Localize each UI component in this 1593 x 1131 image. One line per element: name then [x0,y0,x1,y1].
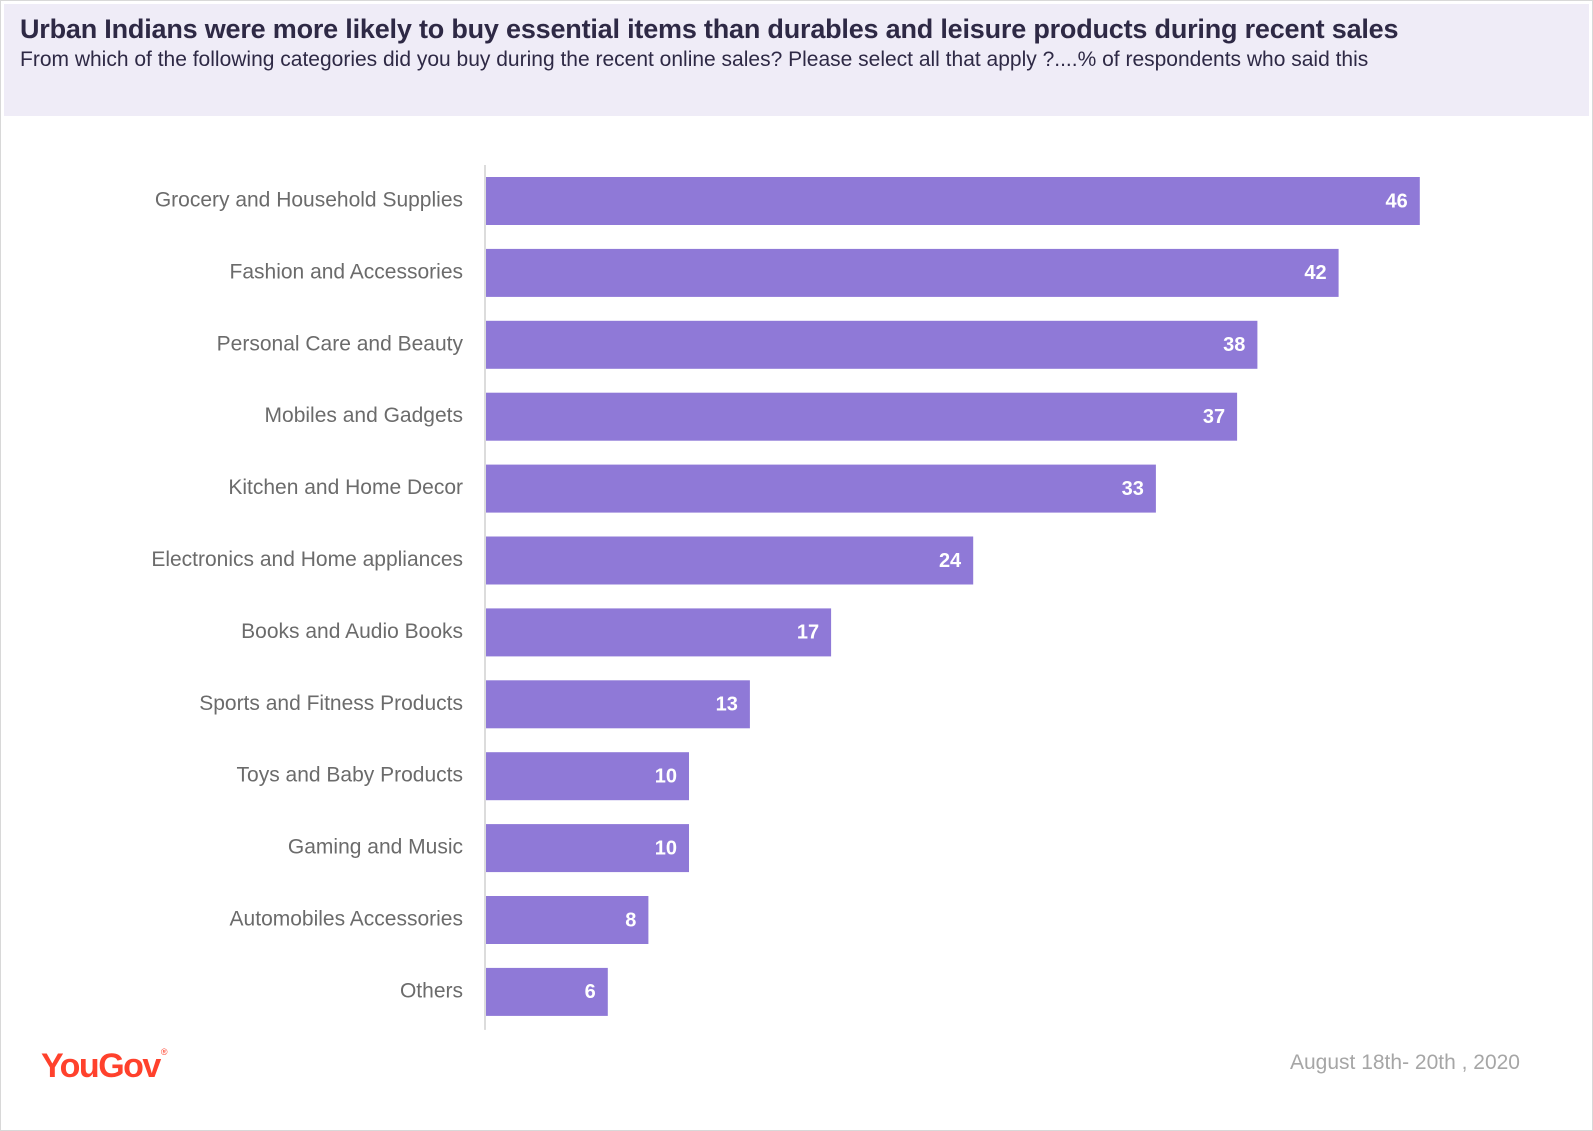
category-label: Others [400,979,463,1002]
bar-group: Electronics and Home appliances 24 [151,536,974,585]
category-label: Sports and Fitness Products [199,692,463,715]
bar-group: Books and Audio Books 17 [241,608,832,657]
bar [486,320,1258,369]
category-label: Grocery and Household Supplies [155,189,463,212]
chart-subtitle: From which of the following categories d… [20,48,1369,71]
brand-name: YouGov [41,1047,161,1085]
data-label: 6 [585,981,596,1003]
data-label: 10 [655,837,677,859]
bar [486,392,1238,441]
bar [486,536,974,585]
bar-group: Grocery and Household Supplies 46 [155,177,1420,225]
bar [486,464,1156,513]
bar-group: Sports and Fitness Products 13 [199,680,750,729]
bar [486,608,832,657]
survey-date: August 18th- 20th , 2020 [1289,1051,1520,1074]
data-label: 46 [1386,190,1408,212]
category-label: Personal Care and Beauty [217,332,464,355]
bar-group: Fashion and Accessories 42 [230,248,1339,297]
yougov-logo: YouGov® [41,1047,167,1086]
data-label: 13 [716,694,738,716]
bar-group: Automobiles Accessories 8 [230,896,649,944]
category-label: Gaming and Music [288,836,463,859]
bar [486,752,689,801]
bar-group: Toys and Baby Products 10 [237,752,689,801]
chart-header: Urban Indians were more likely to buy es… [4,4,1589,116]
bar-group: Others 6 [400,967,608,1016]
bar-group: Kitchen and Home Decor 33 [228,464,1156,513]
data-label: 42 [1304,262,1326,284]
bar-group: Mobiles and Gadgets 37 [265,392,1238,441]
data-label: 8 [625,909,636,931]
bar [486,967,608,1016]
category-label: Automobiles Accessories [230,908,463,931]
category-label: Books and Audio Books [241,620,463,643]
data-label: 17 [797,622,819,644]
data-label: 38 [1223,334,1245,356]
bar-group: Personal Care and Beauty 38 [217,320,1258,369]
category-label: Toys and Baby Products [237,764,463,787]
category-label: Electronics and Home appliances [151,548,463,571]
category-label: Kitchen and Home Decor [228,476,463,499]
bar [486,248,1339,297]
registered-mark: ® [160,1047,168,1057]
data-label: 10 [655,765,677,787]
bar [486,824,689,873]
category-label: Fashion and Accessories [230,260,463,283]
category-label: Mobiles and Gadgets [265,404,463,427]
bar-group: Gaming and Music 10 [288,824,689,873]
bar [486,680,750,729]
data-label: 37 [1203,406,1225,428]
chart-title: Urban Indians were more likely to buy es… [20,14,1399,44]
bar [486,177,1420,225]
bar [486,896,649,944]
data-label: 24 [939,550,962,572]
data-label: 33 [1122,478,1144,500]
